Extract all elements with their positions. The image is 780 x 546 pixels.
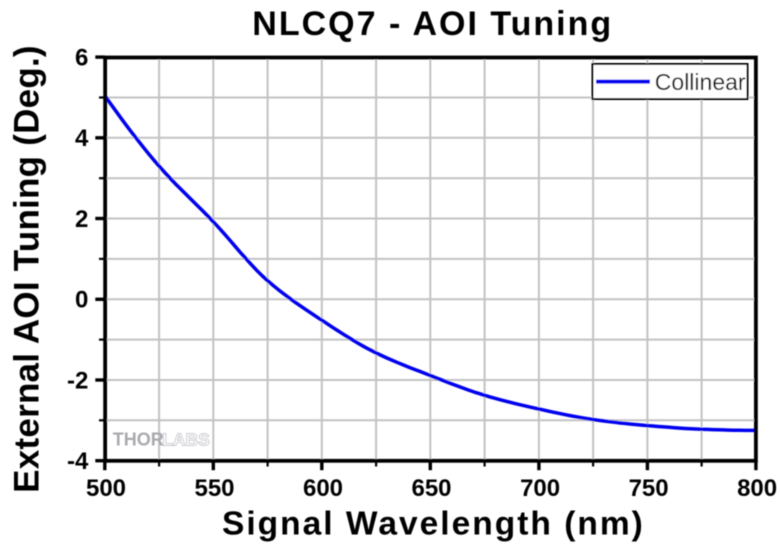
svg-text:-2: -2: [67, 367, 88, 394]
svg-text:-4: -4: [67, 448, 89, 475]
svg-text:LABS: LABS: [162, 429, 210, 449]
svg-text:550: 550: [194, 475, 234, 502]
svg-text:Signal Wavelength (nm): Signal Wavelength (nm): [222, 506, 645, 543]
svg-text:800: 800: [737, 475, 777, 502]
svg-text:0: 0: [75, 287, 88, 314]
svg-text:External AOI Tuning (Deg.): External AOI Tuning (Deg.): [8, 45, 47, 493]
svg-text:700: 700: [520, 475, 560, 502]
svg-text:Collinear: Collinear: [655, 69, 746, 95]
svg-text:750: 750: [629, 475, 669, 502]
svg-text:500: 500: [86, 475, 126, 502]
svg-text:650: 650: [411, 475, 451, 502]
svg-text:THOR: THOR: [113, 429, 164, 449]
svg-text:NLCQ7 - AOI Tuning: NLCQ7 - AOI Tuning: [252, 5, 613, 43]
svg-text:2: 2: [75, 206, 88, 233]
svg-text:600: 600: [303, 475, 343, 502]
svg-text:4: 4: [75, 125, 89, 152]
svg-text:6: 6: [75, 45, 88, 72]
